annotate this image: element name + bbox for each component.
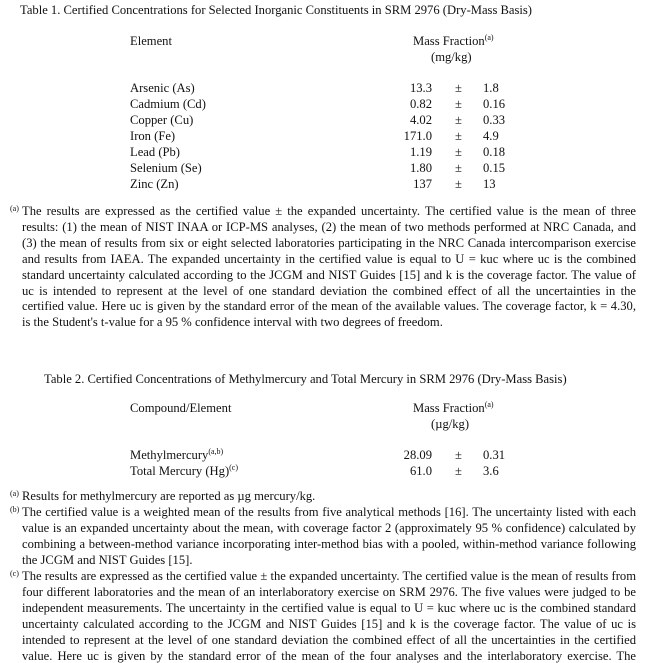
- footnote-marker: (b): [10, 505, 20, 514]
- footnote: (b) The certified value is a weighted mea…: [10, 505, 636, 569]
- plus-minus: ±: [455, 448, 462, 462]
- row-uncertainty: 13: [483, 177, 496, 191]
- row-uncertainty: 0.15: [483, 161, 506, 175]
- row-value: 13.3: [409, 81, 432, 95]
- plus-minus: ±: [455, 161, 462, 175]
- row-uncertainty: 1.8: [483, 81, 499, 95]
- row-name-text: Zinc (Zn): [130, 177, 179, 191]
- row-name: Zinc (Zn): [130, 176, 179, 192]
- row-name-text: Arsenic (As): [130, 81, 195, 95]
- mass-sup: (a): [484, 400, 494, 409]
- plus-minus: ±: [455, 145, 462, 159]
- plus-minus: ±: [455, 97, 462, 111]
- row-value: 137: [413, 177, 432, 191]
- row-value: 0.82: [409, 97, 432, 111]
- footnote-marker: (c): [10, 569, 19, 578]
- row-value: 61.0: [409, 464, 432, 478]
- footnote-text: The results are expressed as the certifi…: [22, 204, 636, 330]
- row-name-text: Cadmium (Cd): [130, 97, 206, 111]
- table1-col-element: Element: [130, 34, 172, 48]
- row-value: 1.19: [409, 145, 432, 159]
- plus-minus: ±: [455, 177, 462, 191]
- row-sup: (a,b): [208, 447, 224, 456]
- row-name: Cadmium (Cd): [130, 96, 206, 112]
- footnote-marker: (a): [10, 204, 19, 213]
- mass-label: Mass Fraction: [413, 401, 485, 415]
- row-name: Copper (Cu): [130, 112, 193, 128]
- row-name-text: Total Mercury (Hg): [130, 464, 230, 478]
- footnote: (a) Results for methylmercury are reporte…: [10, 489, 636, 505]
- table2-col-unit: (µg/kg): [431, 417, 470, 431]
- footnote-text: The results are expressed as the certifi…: [22, 569, 636, 663]
- row-uncertainty: 0.33: [483, 113, 506, 127]
- mass-label: Mass Fraction: [413, 34, 485, 48]
- row-name-text: Selenium (Se): [130, 161, 202, 175]
- row-name-text: Lead (Pb): [130, 145, 181, 159]
- row-uncertainty: 0.31: [483, 448, 506, 462]
- row-value: 4.02: [409, 113, 432, 127]
- row-uncertainty: 4.9: [483, 129, 499, 143]
- row-sup: (c): [229, 463, 239, 472]
- footnote: (c) The results are expressed as the cert…: [10, 569, 636, 663]
- row-name-text: Copper (Cu): [130, 113, 194, 127]
- row-name-text: Methylmercury: [130, 448, 209, 462]
- row-name: Iron (Fe): [130, 128, 175, 144]
- table2-col-element: Compound/Element: [130, 401, 232, 415]
- table1-col-mass: Mass Fraction(a): [413, 33, 494, 49]
- row-uncertainty: 0.18: [483, 145, 506, 159]
- row-name: Lead (Pb): [130, 144, 180, 160]
- plus-minus: ±: [455, 81, 462, 95]
- footnote-text: The certified value is a weighted mean o…: [22, 505, 636, 567]
- plus-minus: ±: [455, 464, 462, 478]
- table2-title: Table 2. Certified Concentrations of Met…: [44, 372, 567, 386]
- row-uncertainty: 0.16: [483, 97, 506, 111]
- row-name: Methylmercury(a,b): [130, 447, 223, 463]
- row-uncertainty: 3.6: [483, 464, 499, 478]
- row-value: 28.09: [403, 448, 432, 462]
- row-value: 171.0: [403, 129, 432, 143]
- footnote-marker: (a): [10, 489, 19, 498]
- plus-minus: ±: [455, 129, 462, 143]
- table1-col-unit: (mg/kg): [431, 50, 472, 64]
- row-value: 1.80: [409, 161, 432, 175]
- table1-title: Table 1. Certified Concentrations for Se…: [20, 3, 532, 17]
- footnote-text: Results for methylmercury are reported a…: [22, 489, 316, 503]
- row-name: Selenium (Se): [130, 160, 202, 176]
- row-name-text: Iron (Fe): [130, 129, 176, 143]
- row-name: Total Mercury (Hg)(c): [130, 463, 238, 479]
- mass-sup: (a): [484, 33, 494, 42]
- footnote: (a) The results are expressed as the cert…: [10, 204, 636, 331]
- plus-minus: ±: [455, 113, 462, 127]
- row-name: Arsenic (As): [130, 80, 195, 96]
- table2-col-mass: Mass Fraction(a): [413, 400, 494, 416]
